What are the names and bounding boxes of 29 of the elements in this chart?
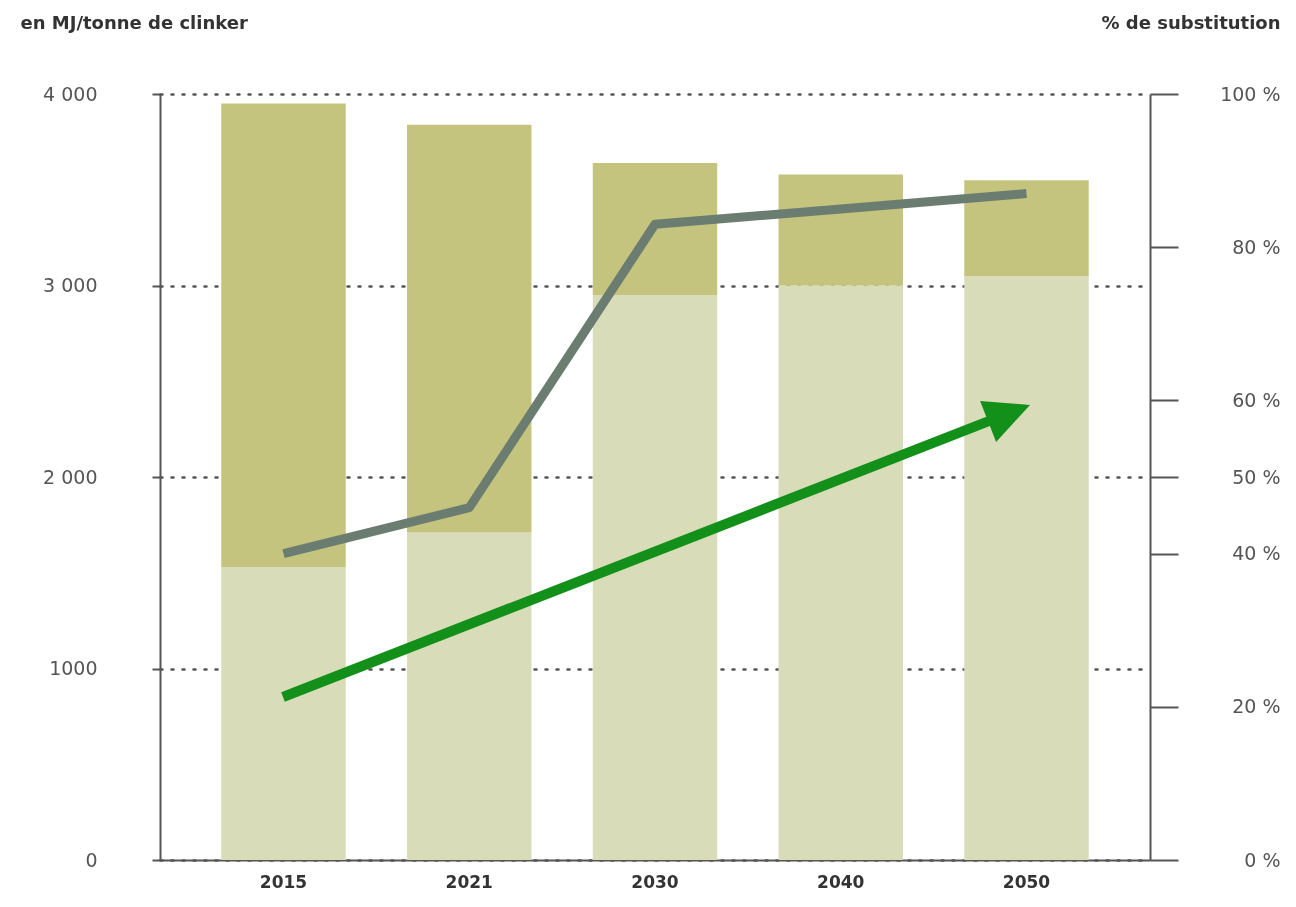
bar — [592, 162, 718, 296]
y-tick-label: 2 000 — [43, 465, 98, 488]
bar — [221, 103, 346, 567]
y-tick-label: 0 — [85, 848, 98, 871]
y-tick-label: 4 000 — [43, 82, 98, 105]
x-tick-label: 2021 — [445, 871, 493, 892]
bar — [221, 567, 346, 860]
y2-tick-label: 100 % — [1220, 82, 1281, 105]
y-tick-label: 1000 — [49, 657, 98, 679]
bar — [407, 532, 532, 860]
bar — [407, 124, 532, 533]
bar — [592, 295, 718, 860]
bar — [778, 174, 903, 286]
bar — [778, 285, 903, 860]
y2-tick-label: 40 % — [1232, 542, 1281, 565]
x-tick-label: 2030 — [631, 871, 679, 892]
x-tick-label: 2015 — [259, 871, 308, 892]
y2-tick-label: 20 % — [1232, 695, 1281, 718]
y2-axis-title: % de substitution — [1101, 11, 1281, 33]
x-tick-label: 2050 — [1002, 871, 1051, 892]
x-tick-label: 2040 — [817, 871, 865, 892]
y-axis-title: en MJ/tonne de clinker — [20, 11, 248, 33]
y2-tick-label: 0 % — [1244, 848, 1281, 871]
bar — [964, 275, 1089, 860]
y2-tick-label: 60 % — [1232, 388, 1281, 411]
y2-tick-label: 80 % — [1232, 235, 1281, 258]
y2-tick-label: 50 % — [1232, 465, 1281, 488]
y-tick-label: 3 000 — [43, 274, 98, 296]
bar — [964, 180, 1089, 276]
